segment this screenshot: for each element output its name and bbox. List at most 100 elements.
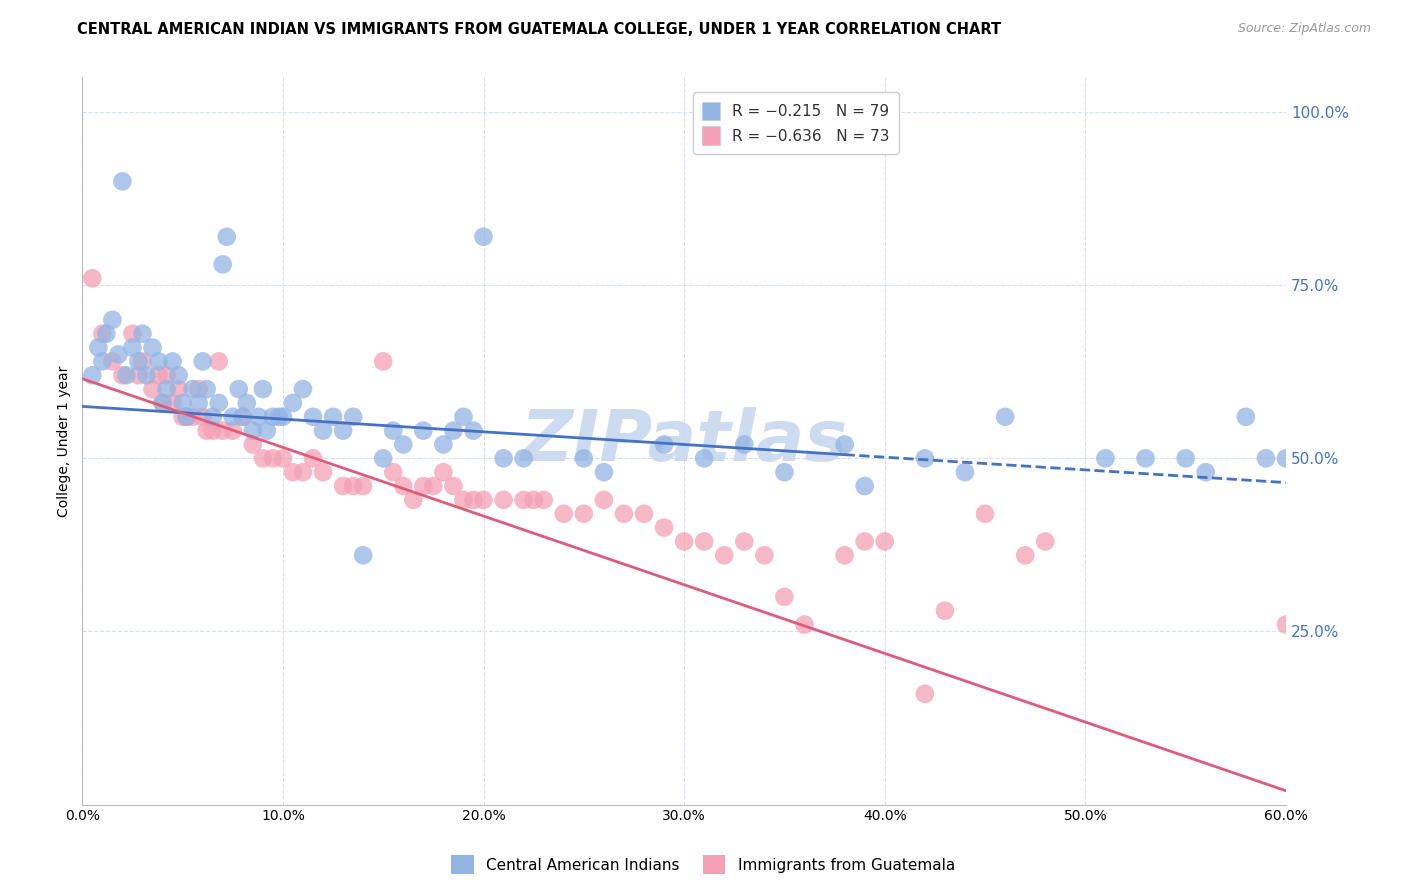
Point [208,396,231,410]
Point [873,534,896,549]
Point [914,451,936,466]
Point [352,479,374,493]
Point [432,437,454,451]
Point [332,424,354,438]
Point [1295,632,1317,646]
Point [256,424,278,438]
Point [187,396,209,410]
Point [302,451,325,466]
Point [382,424,405,438]
Point [572,451,595,466]
Point [492,492,515,507]
Point [172,409,194,424]
Point [141,382,163,396]
Point [793,617,815,632]
Point [834,549,856,563]
Point [111,174,134,188]
Point [172,396,194,410]
Point [934,604,956,618]
Point [82,368,104,383]
Legend: R = −0.215   N = 79, R = −0.636   N = 73: R = −0.215 N = 79, R = −0.636 N = 73 [693,93,900,154]
Point [472,229,495,244]
Point [191,409,214,424]
Point [373,451,395,466]
Point [652,437,675,451]
Point [281,465,304,479]
Point [914,687,936,701]
Point [512,451,534,466]
Point [242,424,264,438]
Point [247,409,270,424]
Point [141,341,163,355]
Point [91,354,114,368]
Y-axis label: College, Under 1 year: College, Under 1 year [58,366,72,516]
Point [853,534,876,549]
Point [155,382,177,396]
Point [222,424,245,438]
Point [463,492,485,507]
Point [152,396,174,410]
Point [492,451,515,466]
Point [1094,451,1116,466]
Point [834,437,856,451]
Point [195,382,218,396]
Point [953,465,976,479]
Point [127,368,149,383]
Point [115,368,138,383]
Point [187,382,209,396]
Point [441,424,464,438]
Point [472,492,495,507]
Point [121,326,143,341]
Point [232,409,254,424]
Point [693,451,716,466]
Point [453,492,475,507]
Point [176,409,198,424]
Point [1295,451,1317,466]
Point [96,326,118,341]
Point [267,409,290,424]
Point [167,382,190,396]
Point [1254,451,1277,466]
Point [1174,451,1197,466]
Point [382,465,405,479]
Point [523,492,546,507]
Point [167,368,190,383]
Point [1014,549,1036,563]
Point [633,507,655,521]
Point [291,465,314,479]
Point [232,409,254,424]
Point [201,424,224,438]
Point [1315,465,1337,479]
Point [252,382,274,396]
Point [191,354,214,368]
Point [572,507,595,521]
Point [1275,617,1298,632]
Point [152,396,174,410]
Point [673,534,696,549]
Point [412,424,434,438]
Point [135,368,157,383]
Point [111,368,134,383]
Point [342,479,364,493]
Text: ZIPatlas: ZIPatlas [520,407,848,475]
Point [127,354,149,368]
Text: CENTRAL AMERICAN INDIAN VS IMMIGRANTS FROM GUATEMALA COLLEGE, UNDER 1 YEAR CORRE: CENTRAL AMERICAN INDIAN VS IMMIGRANTS FR… [77,22,1001,37]
Point [236,396,259,410]
Point [533,492,555,507]
Point [1275,451,1298,466]
Point [322,409,344,424]
Point [201,409,224,424]
Point [252,451,274,466]
Point [392,437,415,451]
Point [312,424,335,438]
Text: Source: ZipAtlas.com: Source: ZipAtlas.com [1237,22,1371,36]
Point [1234,409,1257,424]
Point [613,507,636,521]
Point [281,396,304,410]
Point [733,534,755,549]
Point [271,451,294,466]
Point [87,341,110,355]
Point [352,549,374,563]
Point [148,368,170,383]
Point [342,409,364,424]
